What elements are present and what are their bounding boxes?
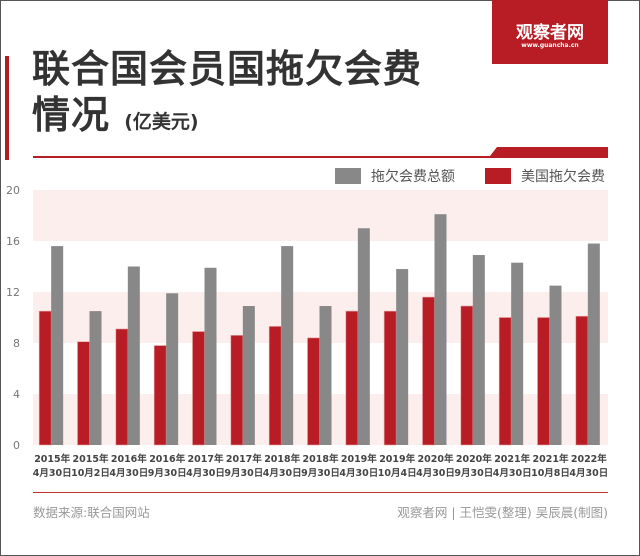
x-tick-label: 4月30日 [339, 468, 378, 479]
x-tick-label: 4月30日 [109, 468, 148, 479]
x-tick-label: 10月8日 [531, 468, 570, 479]
x-tick-label: 2016年 [149, 453, 185, 465]
legend-swatch-red [485, 168, 511, 184]
footer-divider [33, 492, 608, 493]
title-unit: (亿美元) [124, 111, 199, 133]
x-tick-label: 2018年 [264, 453, 300, 465]
legend-label-total: 拖欠会费总额 [371, 169, 455, 185]
logo-url: www.guancha.cn [521, 42, 579, 49]
legend-us: 美国拖欠会费 [485, 166, 605, 186]
credit: 观察者网 | 王恺雯(整理) 吴辰晨(制图) [397, 505, 608, 520]
bar-us [345, 310, 359, 446]
logo: 观察者网 www.guancha.cn [492, 0, 608, 64]
x-tick-label: 4月30日 [416, 468, 455, 479]
x-tick-label: 9月30日 [224, 468, 263, 479]
bar-total [587, 243, 600, 445]
x-tick-label: 4月30日 [493, 468, 532, 479]
legend-swatch-gray [335, 168, 361, 184]
bar-us [307, 337, 320, 446]
x-tick-label: 2019年 [379, 453, 415, 465]
x-tick-label: 4月30日 [186, 468, 225, 479]
bar-us [460, 305, 474, 446]
title-line2: 情况 [32, 93, 111, 137]
bar-us [115, 328, 129, 446]
x-tick-label: 2021年 [533, 453, 569, 465]
bar-total [127, 266, 140, 445]
y-tick-label: 0 [13, 439, 20, 452]
bar-total [51, 246, 64, 445]
bar-us [422, 296, 435, 446]
bar-total [396, 269, 409, 445]
x-tick-label: 9月30日 [454, 468, 493, 479]
legend-total: 拖欠会费总额 [335, 166, 455, 186]
bar-total [281, 246, 294, 445]
bar-total [511, 262, 524, 445]
x-tick-label: 2015年 [34, 453, 70, 465]
bar-total [549, 285, 562, 445]
y-tick-label: 12 [6, 286, 20, 299]
x-tick-label: 2019年 [341, 453, 377, 465]
x-tick-label: 2016年 [111, 453, 147, 465]
bar-us [383, 310, 397, 446]
legend-label-us: 美国拖欠会费 [521, 169, 605, 185]
x-tick-label: 2017年 [226, 453, 262, 465]
bar-chart: 0481216202015年4月30日2015年10月2日2016年4月30日2… [6, 184, 608, 479]
x-tick-label: 4月30日 [263, 468, 302, 479]
data-source: 数据来源:联合国网站 [33, 505, 150, 520]
bar-us [153, 345, 167, 446]
bar-us [77, 341, 90, 446]
x-tick-label: 2020年 [456, 453, 492, 465]
x-tick-label: 2022年 [571, 453, 607, 465]
y-tick-label: 4 [13, 388, 20, 401]
y-tick-label: 16 [6, 235, 20, 248]
bar-us [268, 326, 282, 446]
x-tick-label: 4月30日 [569, 468, 608, 479]
bar-total [204, 267, 217, 445]
x-tick-label: 2020年 [418, 453, 454, 465]
x-tick-label: 2015年 [73, 453, 109, 465]
bar-us [537, 317, 550, 446]
accent-bar [5, 56, 9, 160]
chart-title: 联合国会员国拖欠会费 情况 (亿美元) [32, 46, 422, 145]
title-underline [33, 147, 608, 158]
x-tick-label: 2021年 [494, 453, 530, 465]
bar-us [498, 317, 512, 446]
logo-name: 观察者网 [516, 23, 584, 43]
bar-total [89, 311, 102, 445]
y-tick-label: 8 [13, 337, 20, 350]
x-tick-label: 9月30日 [148, 468, 187, 479]
bar-us [192, 331, 205, 446]
bar-total [319, 306, 332, 445]
x-tick-label: 2017年 [188, 453, 224, 465]
x-tick-label: 2018年 [303, 453, 339, 465]
bar-us [575, 315, 589, 446]
bar-us [230, 335, 244, 446]
bar-total [357, 228, 370, 445]
y-tick-label: 20 [6, 184, 20, 197]
x-tick-label: 10月4日 [378, 468, 417, 479]
x-tick-label: 10月2日 [71, 468, 110, 479]
bar-us [38, 310, 52, 446]
x-tick-label: 4月30日 [33, 468, 72, 479]
grid-band [33, 190, 608, 241]
bar-total [166, 293, 179, 445]
x-tick-label: 9月30日 [301, 468, 340, 479]
bar-total [434, 214, 447, 445]
title-line1: 联合国会员国拖欠会费 [32, 47, 423, 91]
bar-total [472, 255, 485, 445]
bar-total [242, 306, 255, 445]
